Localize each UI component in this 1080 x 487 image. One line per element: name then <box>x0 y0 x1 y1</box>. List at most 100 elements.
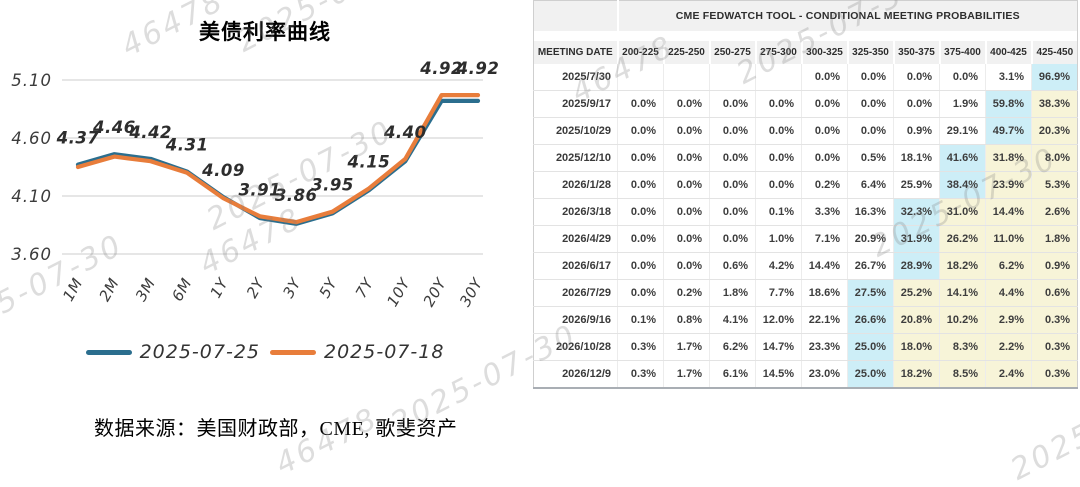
yield-curve-chart: 5.10 4.60 4.10 3.60 1M 2M 3M 6M 1Y 2Y 3Y 5Y 7Y 10Y 20Y… <box>11 59 499 310</box>
probability-cell: 0.0% <box>617 279 664 307</box>
probability-cell: 0.0% <box>755 117 802 145</box>
x-axis-tick-label: 2Y <box>243 274 269 301</box>
series-line-2025-07-18 <box>75 92 481 225</box>
x-axis-tick-label: 5Y <box>316 274 342 301</box>
data-label: 4.31 <box>165 136 209 155</box>
legend-item-2025-07-25: 2025-07-25 <box>85 341 260 363</box>
rate-bin-header: 250-275 <box>709 40 757 64</box>
probability-cell: 0.0% <box>617 252 664 280</box>
table-title: CME FEDWATCH TOOL - CONDITIONAL MEETING … <box>617 0 1078 31</box>
probability-cell: 6.2% <box>985 252 1032 280</box>
probability-cell: 14.4% <box>985 198 1032 226</box>
probability-cell <box>755 63 802 91</box>
probability-cell: 5.3% <box>1031 171 1078 199</box>
probability-cell: 0.1% <box>617 306 664 334</box>
legend-label: 2025-07-25 <box>139 341 260 363</box>
data-label: 4.09 <box>201 161 245 180</box>
fedwatch-table: CME FEDWATCH TOOL - CONDITIONAL MEETING … <box>533 0 1079 389</box>
rate-bin-header: 350-375 <box>893 40 941 64</box>
probability-cell: 0.9% <box>1031 252 1078 280</box>
probability-cell: 4.4% <box>985 279 1032 307</box>
probability-cell: 14.4% <box>801 252 848 280</box>
probability-cell: 0.0% <box>617 198 664 226</box>
probability-cell: 0.0% <box>801 144 848 172</box>
rate-bin-header: 375-400 <box>939 40 987 64</box>
rate-bin-header: 275-300 <box>755 40 803 64</box>
meeting-date-header: MEETING DATE <box>533 40 619 64</box>
probability-cell: 0.6% <box>709 252 756 280</box>
probability-cell: 3.1% <box>985 63 1032 91</box>
probability-cell: 0.9% <box>893 117 940 145</box>
probability-cell: 0.0% <box>709 144 756 172</box>
legend-swatch-orange <box>270 349 316 355</box>
probability-cell: 11.0% <box>985 225 1032 253</box>
meeting-date-cell: 2025/9/17 <box>533 90 618 118</box>
probability-cell: 96.9% <box>1031 63 1078 91</box>
probability-cell: 0.8% <box>663 306 710 334</box>
probability-cell: 26.2% <box>939 225 986 253</box>
series-line-2025-07-25 <box>75 98 481 226</box>
yield-curve-panel: 美债利率曲线 5.10 4.60 4.10 3.60 1M 2M 3M 6M 1Y 2Y 3Y 5Y 7… <box>0 0 533 455</box>
meeting-date-cell: 2026/12/9 <box>533 360 618 389</box>
y-axis-tick-label: 3.60 <box>11 245 52 264</box>
probability-cell: 0.0% <box>755 90 802 118</box>
rate-bin-header: 225-250 <box>663 40 711 64</box>
probability-cell: 8.0% <box>1031 144 1078 172</box>
probability-cell: 32.3% <box>893 198 940 226</box>
x-axis-tick-label: 2M <box>96 275 123 304</box>
probability-cell: 0.0% <box>663 252 710 280</box>
rate-bin-header: 200-225 <box>617 40 665 64</box>
probability-cell: 0.0% <box>709 117 756 145</box>
probability-cell: 18.1% <box>893 144 940 172</box>
rate-bin-header: 425-450 <box>1031 40 1078 64</box>
probability-cell: 6.1% <box>709 360 756 389</box>
probability-cell: 0.0% <box>755 171 802 199</box>
probability-cell: 26.7% <box>847 252 894 280</box>
probability-cell: 0.0% <box>847 63 894 91</box>
probability-cell: 1.7% <box>663 360 710 389</box>
meeting-date-cell: 2025/10/29 <box>533 117 618 145</box>
probability-cell: 25.0% <box>847 360 894 389</box>
probability-cell: 0.0% <box>663 171 710 199</box>
x-axis-tick-label: 1M <box>59 275 86 304</box>
probability-cell: 0.0% <box>801 117 848 145</box>
probability-cell: 20.9% <box>847 225 894 253</box>
x-axis-tick-label: 7Y <box>352 274 378 301</box>
probability-cell: 0.0% <box>709 225 756 253</box>
probability-cell: 0.0% <box>755 144 802 172</box>
probability-cell: 20.3% <box>1031 117 1078 145</box>
meeting-date-cell: 2026/4/29 <box>533 225 618 253</box>
data-label: 4.15 <box>347 153 391 172</box>
probability-cell: 25.2% <box>893 279 940 307</box>
data-source-note: 数据来源：美国财政部，CME, 歌斐资产 <box>94 418 458 440</box>
probability-cell: 3.3% <box>801 198 848 226</box>
meeting-date-cell: 2026/6/17 <box>533 252 618 280</box>
probability-cell: 7.7% <box>755 279 802 307</box>
probability-cell: 18.2% <box>893 360 940 389</box>
y-axis-tick-label: 4.10 <box>11 187 52 206</box>
data-label: 4.46 <box>92 118 136 137</box>
data-label: 4.42 <box>128 123 172 142</box>
meeting-date-cell: 2025/7/30 <box>533 63 618 91</box>
probability-cell: 0.5% <box>847 144 894 172</box>
probability-cell: 0.0% <box>617 90 664 118</box>
rate-bin-header: 300-325 <box>801 40 849 64</box>
meeting-date-cell: 2025/12/10 <box>533 144 618 172</box>
probability-cell: 28.9% <box>893 252 940 280</box>
probability-cell: 1.7% <box>663 333 710 361</box>
probability-cell: 18.6% <box>801 279 848 307</box>
data-label: 4.40 <box>383 123 427 142</box>
chart-title: 美债利率曲线 <box>199 21 331 44</box>
probability-cell: 0.0% <box>617 225 664 253</box>
probability-cell: 6.4% <box>847 171 894 199</box>
probability-cell: 0.0% <box>663 198 710 226</box>
probability-cell: 0.0% <box>663 90 710 118</box>
probability-cell: 0.6% <box>1031 279 1078 307</box>
probability-cell: 0.0% <box>801 90 848 118</box>
probability-cell: 1.8% <box>709 279 756 307</box>
probability-cell: 41.6% <box>939 144 986 172</box>
probability-cell: 31.8% <box>985 144 1032 172</box>
probability-cell: 16.3% <box>847 198 894 226</box>
probability-cell: 2.6% <box>1031 198 1078 226</box>
probability-cell: 18.0% <box>893 333 940 361</box>
